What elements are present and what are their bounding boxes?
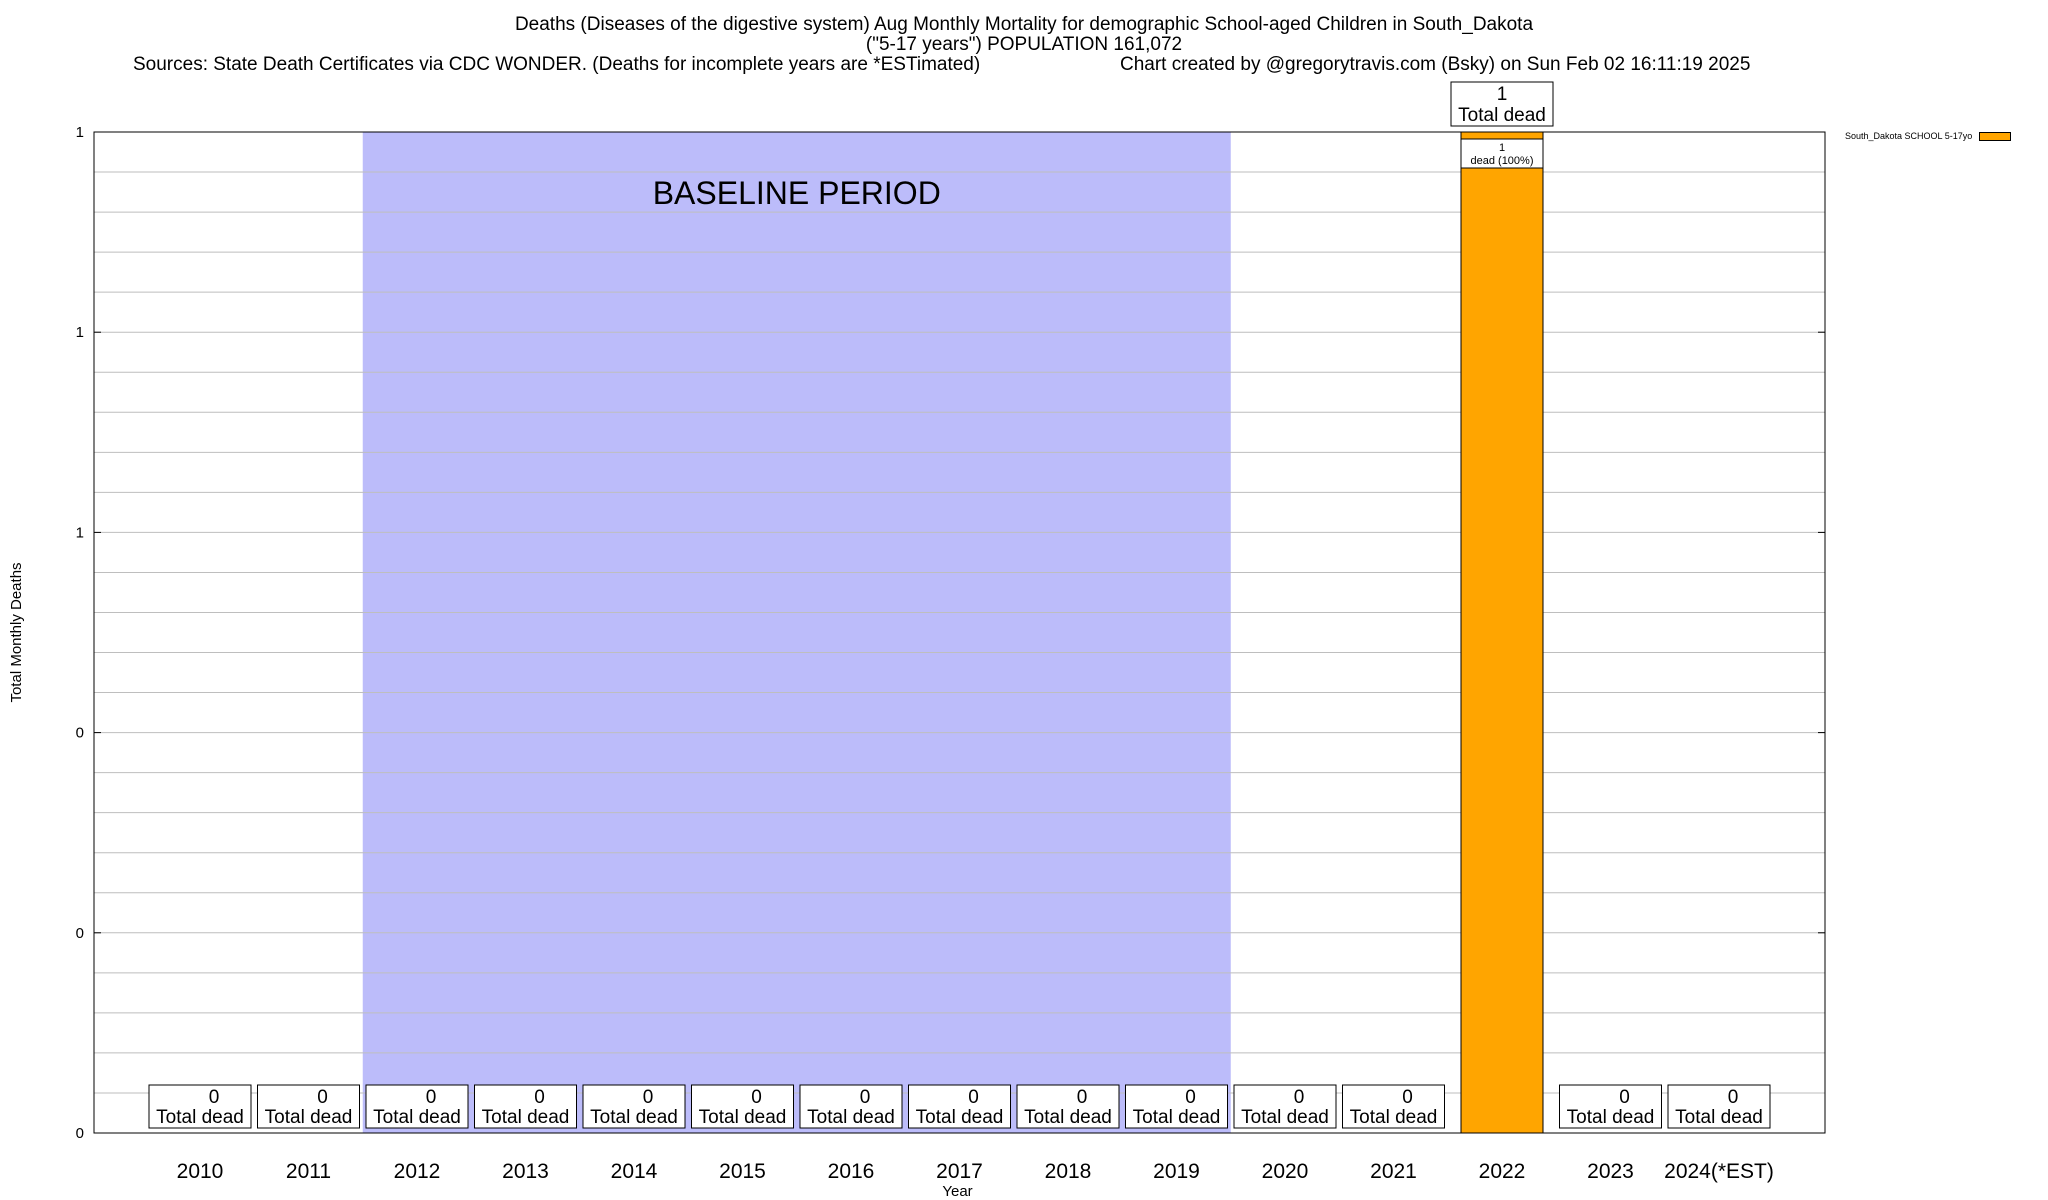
data-label-value: 0 xyxy=(1294,1087,1305,1108)
x-tick-label: 2015 xyxy=(719,1160,766,1183)
x-tick-label: 2017 xyxy=(936,1160,983,1183)
data-label-box xyxy=(1233,1084,1337,1129)
chart-credit: Chart created by @gregorytravis.com (Bsk… xyxy=(1120,54,1751,75)
data-label-text: Total dead xyxy=(1241,1107,1329,1128)
y-tick-label: 0 xyxy=(76,725,84,742)
y-tick-label: 0 xyxy=(76,925,84,942)
y-tick-label: 1 xyxy=(76,524,84,541)
data-label-text: Total dead xyxy=(590,1107,678,1128)
title-line-2: ("5-17 years") POPULATION 161,072 xyxy=(865,34,1183,55)
x-tick-label: 2013 xyxy=(502,1160,549,1183)
data-label-box xyxy=(1559,1084,1662,1129)
x-tick-label: 2021 xyxy=(1370,1160,1417,1183)
data-label-value: 0 xyxy=(643,1087,654,1108)
data-label-box xyxy=(691,1084,794,1129)
bar-inner-label-text: dead (100%) xyxy=(1471,155,1534,167)
x-tick-label: 2016 xyxy=(828,1160,875,1183)
data-label-box xyxy=(474,1084,577,1129)
y-tick-label: 1 xyxy=(76,124,84,141)
data-label-box xyxy=(1667,1084,1771,1129)
data-label-box xyxy=(582,1084,686,1129)
data-label-box xyxy=(1125,1084,1228,1129)
x-tick-label: 2023 xyxy=(1587,1160,1634,1183)
x-tick-label: 2011 xyxy=(286,1160,331,1183)
x-tick-label: 2022 xyxy=(1479,1160,1526,1183)
data-label-text: Total dead xyxy=(807,1107,895,1128)
baseline-period-label: BASELINE PERIOD xyxy=(653,175,941,211)
data-label-box xyxy=(908,1084,1011,1129)
data-label-value: 0 xyxy=(1185,1087,1196,1108)
data-label-value: 0 xyxy=(1619,1087,1630,1108)
data-label-text: Total dead xyxy=(1024,1107,1112,1128)
y-tick-label: 1 xyxy=(76,324,84,341)
x-tick-label: 2020 xyxy=(1262,1160,1309,1183)
data-label-box xyxy=(799,1084,903,1129)
data-label-value: 0 xyxy=(534,1087,545,1108)
x-tick-label: 2018 xyxy=(1045,1160,1092,1183)
data-label-text: Total dead xyxy=(699,1107,787,1128)
data-label-text: Total dead xyxy=(1458,105,1546,126)
data-label-text: Total dead xyxy=(1567,1107,1655,1128)
data-label-text: Total dead xyxy=(265,1107,353,1128)
data-label-box xyxy=(148,1084,252,1129)
data-label-box xyxy=(1016,1084,1120,1129)
bar xyxy=(1460,131,1544,1134)
data-label-value: 0 xyxy=(426,1087,437,1108)
bar-inner-label-value: 1 xyxy=(1499,142,1505,154)
data-label-text: Total dead xyxy=(373,1107,461,1128)
data-label-value: 0 xyxy=(860,1087,871,1108)
plot-frame xyxy=(93,131,1826,1134)
x-axis-label: Year xyxy=(942,1183,972,1200)
x-tick-label: 2019 xyxy=(1153,1160,1200,1183)
legend: South_Dakota SCHOOL 5-17yo xyxy=(1845,131,2012,141)
legend-label: South_Dakota SCHOOL 5-17yo xyxy=(1845,131,1973,141)
x-tick-label: 2012 xyxy=(394,1160,441,1183)
data-label-value: 0 xyxy=(1402,1087,1413,1108)
data-label-value: 0 xyxy=(751,1087,762,1108)
data-label-value: 1 xyxy=(1497,84,1508,105)
data-label-box xyxy=(257,1084,360,1129)
sources-note: Sources: State Death Certificates via CD… xyxy=(133,54,981,75)
data-label-value: 0 xyxy=(968,1087,979,1108)
data-label-text: Total dead xyxy=(1350,1107,1438,1128)
data-label-box xyxy=(1450,81,1554,127)
data-label-text: Total dead xyxy=(916,1107,1004,1128)
x-tick-label: 2010 xyxy=(177,1160,224,1183)
data-label-box xyxy=(1342,1084,1445,1129)
baseline-period-band xyxy=(362,132,1231,1133)
y-axis-label: Total Monthly Deaths xyxy=(8,562,25,702)
data-label-box xyxy=(365,1084,469,1129)
x-tick-label: 2014 xyxy=(611,1160,658,1183)
data-label-text: Total dead xyxy=(156,1107,244,1128)
bar-inner-label-box xyxy=(1460,138,1544,169)
data-label-text: Total dead xyxy=(1675,1107,1763,1128)
y-tick-label: 0 xyxy=(76,1125,84,1142)
x-tick-label: 2024(*EST) xyxy=(1664,1160,1774,1183)
legend-swatch xyxy=(1979,131,2012,141)
data-label-text: Total dead xyxy=(482,1107,570,1128)
data-label-text: Total dead xyxy=(1133,1107,1221,1128)
data-label-value: 0 xyxy=(317,1087,328,1108)
data-label-value: 0 xyxy=(209,1087,220,1108)
data-label-value: 0 xyxy=(1728,1087,1739,1108)
title-line-1: Deaths (Diseases of the digestive system… xyxy=(514,14,1534,35)
data-label-value: 0 xyxy=(1077,1087,1088,1108)
